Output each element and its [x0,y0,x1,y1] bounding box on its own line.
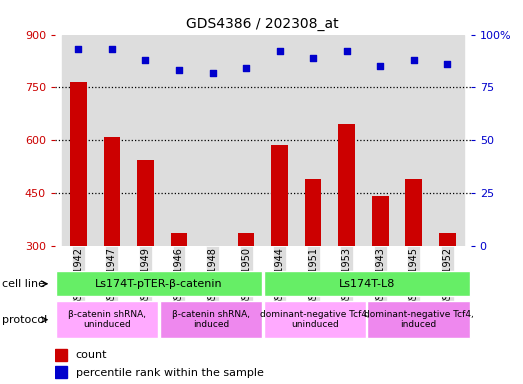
Point [141,57,150,63]
Bar [271,146,288,246]
Point [343,48,351,55]
Text: Ls174T-pTER-β-catenin: Ls174T-pTER-β-catenin [95,279,223,289]
Bar [430,35,464,246]
Point [376,63,384,70]
Bar [62,35,95,246]
Bar [305,179,322,246]
Point [108,46,116,53]
Title: GDS4386 / 202308_at: GDS4386 / 202308_at [187,17,339,31]
Text: protocol: protocol [2,314,47,325]
Point [242,65,250,71]
Text: dominant-negative Tcf4,
uninduced: dominant-negative Tcf4, uninduced [260,310,370,329]
Bar [297,35,330,246]
Point [443,61,451,67]
Bar [196,35,229,246]
Bar [363,35,397,246]
Bar [55,349,67,361]
Bar [397,35,430,246]
Bar [160,301,262,338]
Bar [237,233,254,246]
Text: β-catenin shRNA,
induced: β-catenin shRNA, induced [172,310,250,329]
Bar [104,137,120,246]
Bar [170,233,187,246]
Bar [372,197,389,246]
Text: Ls174T-L8: Ls174T-L8 [338,279,395,289]
Text: cell line: cell line [2,279,44,289]
Bar [368,301,470,338]
Bar [439,233,456,246]
Bar [264,271,470,296]
Bar [55,271,262,296]
Bar [129,35,162,246]
Bar [70,82,87,246]
Text: count: count [76,350,107,360]
Point [175,68,183,74]
Text: dominant-negative Tcf4,
induced: dominant-negative Tcf4, induced [364,310,474,329]
Bar [95,35,129,246]
Bar [330,35,363,246]
Point [410,57,418,63]
Point [74,46,83,53]
Point [309,55,317,61]
Text: β-catenin shRNA,
uninduced: β-catenin shRNA, uninduced [68,310,146,329]
Bar [162,35,196,246]
Bar [229,35,263,246]
Point [276,48,284,55]
Point [208,70,217,76]
Bar [263,35,297,246]
Bar [338,124,355,246]
Bar [55,366,67,379]
Bar [405,179,422,246]
Bar [55,301,158,338]
Text: percentile rank within the sample: percentile rank within the sample [76,367,264,377]
Bar [137,159,154,246]
Bar [264,301,366,338]
